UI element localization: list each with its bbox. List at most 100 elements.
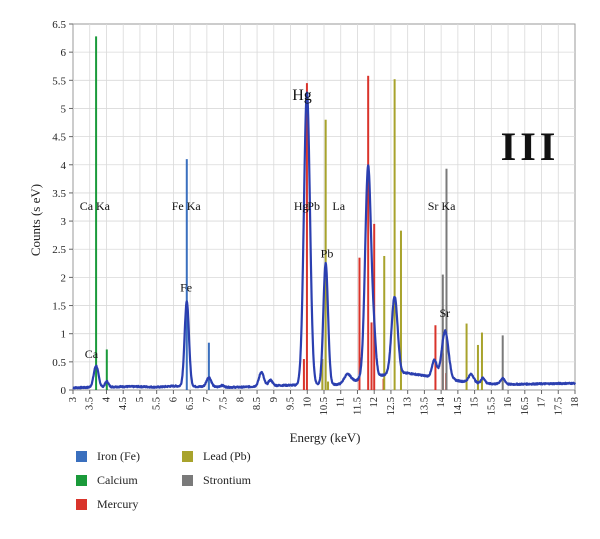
legend-label: Iron (Fe) — [97, 448, 140, 463]
emission-line — [441, 274, 444, 390]
legend-label: Calcium — [97, 472, 138, 487]
x-tick-label: 11.5 — [352, 397, 363, 415]
legend-swatch — [76, 450, 87, 462]
legend-item: Mercury — [76, 496, 138, 512]
legend-item: Lead (Pb) — [182, 448, 251, 464]
emission-line — [207, 342, 210, 390]
emission-line — [302, 359, 305, 390]
x-tick-label: 8.5 — [252, 397, 263, 410]
annotation: Fe — [180, 280, 192, 294]
x-tick-label: 15.5 — [486, 397, 497, 415]
x-tick-label: 15 — [470, 397, 481, 408]
legend-label: Mercury — [97, 496, 139, 511]
emission-line — [321, 359, 324, 390]
x-tick-label: 13.5 — [419, 397, 430, 415]
emission-line — [105, 349, 108, 390]
emission-line — [305, 83, 308, 390]
legend-swatch — [182, 450, 193, 462]
legend-label: Lead (Pb) — [203, 448, 251, 463]
annotation: Hg — [294, 199, 309, 213]
emission-line — [399, 230, 402, 390]
grid — [72, 23, 576, 391]
emission-line — [476, 344, 479, 390]
emission-line — [465, 323, 468, 390]
x-tick-label: 6 — [168, 397, 179, 402]
legend: Iron (Fe) Lead (Pb) Calcium Strontium Mercur… — [76, 448, 316, 518]
x-tick-label: 18 — [570, 397, 581, 408]
series-calcium — [95, 36, 108, 390]
x-tick-label: 11 — [336, 397, 347, 407]
x-tick-label: 12 — [369, 397, 380, 408]
legend-item: Calcium — [76, 472, 138, 488]
x-tick-label: 16.5 — [520, 397, 531, 415]
tick-labels: 3 3.5 4 4.5 5 5.5 6 6.5 7 7.5 8 8.5 9 9.5 10 10.5 11 11.5… — [52, 19, 581, 415]
legend-swatch — [76, 474, 87, 486]
y-tick-label: 2.5 — [52, 244, 66, 256]
y-tick-label: 6 — [61, 47, 67, 59]
annotation: Ca — [85, 347, 99, 361]
x-tick-label: 12.5 — [386, 397, 397, 415]
annotation: Sr — [439, 306, 450, 320]
x-tick-label: 5 — [135, 397, 146, 402]
x-tick-label: 4 — [101, 396, 112, 402]
y-tick-label: 0.5 — [52, 357, 66, 369]
x-tick-label: 9.5 — [286, 397, 297, 410]
emission-line — [445, 168, 448, 390]
annotation: Ca Ka — [80, 199, 111, 213]
y-tick-label: 1 — [61, 329, 67, 341]
x-tick-label: 16 — [503, 397, 514, 408]
annotation: Pb — [321, 247, 334, 261]
annotation: Hg — [292, 87, 312, 104]
emission-line — [185, 159, 188, 390]
y-tick-label: 4 — [61, 160, 67, 172]
series-iron-fe — [185, 159, 210, 390]
y-tick-label: 0 — [61, 385, 67, 397]
x-tick-label: 3.5 — [85, 397, 96, 410]
x-tick-label: 8 — [235, 397, 246, 402]
legend-swatch — [182, 474, 193, 486]
emission-line — [95, 36, 98, 390]
x-tick-label: 17.5 — [553, 397, 564, 415]
emission-line — [370, 322, 373, 390]
annotation: Fe Ka — [172, 199, 202, 213]
x-tick-label: 13 — [403, 397, 414, 408]
legend-swatch — [76, 498, 87, 510]
emission-line — [324, 119, 327, 390]
y-tick-label: 3 — [61, 216, 67, 228]
x-axis-label: Energy (keV) — [290, 430, 361, 445]
x-tick-label: 14 — [436, 396, 447, 407]
emission-line — [480, 332, 483, 390]
emission-line — [383, 255, 386, 390]
annotation: La — [332, 199, 345, 213]
annotation: Pb — [307, 199, 320, 213]
annotation: Sr Ka — [428, 199, 456, 213]
y-tick-label: 2 — [61, 272, 67, 284]
x-tick-label: 4.5 — [118, 397, 129, 410]
legend-item: Strontium — [182, 472, 251, 488]
x-tick-label: 10.5 — [319, 397, 330, 415]
emission-line — [393, 79, 396, 390]
y-tick-label: 6.5 — [52, 19, 66, 31]
x-tick-label: 6.5 — [185, 397, 196, 410]
emission-line — [434, 325, 437, 390]
x-tick-label: 7 — [202, 397, 213, 402]
emission-line — [501, 335, 504, 390]
series-strontium — [441, 168, 504, 390]
spectrum-line — [72, 91, 577, 390]
x-tick-label: 5.5 — [152, 397, 163, 410]
y-tick-label: 1.5 — [52, 301, 66, 313]
legend-label: Strontium — [203, 472, 252, 487]
panel-label: III — [501, 124, 560, 169]
x-tick-label: 7.5 — [219, 397, 230, 410]
emission-line — [367, 75, 370, 391]
x-tick-label: 10 — [302, 397, 313, 408]
y-tick-label: 5 — [61, 103, 67, 115]
legend-item: Iron (Fe) — [76, 448, 140, 464]
x-tick-label: 14.5 — [453, 397, 464, 415]
y-tick-label: 3.5 — [52, 188, 66, 200]
emission-line — [358, 257, 361, 390]
y-tick-label: 4.5 — [52, 132, 66, 144]
